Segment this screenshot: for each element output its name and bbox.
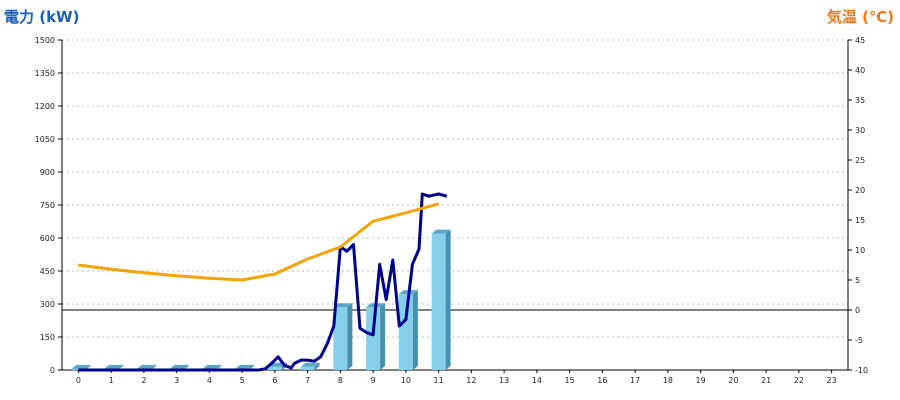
bar xyxy=(431,233,446,370)
x-tick-label: 10 xyxy=(401,376,411,385)
x-tick-label: 22 xyxy=(794,376,804,385)
left-tick-label: 1200 xyxy=(35,102,55,111)
bar-top-face xyxy=(202,364,222,369)
bar-top-face xyxy=(431,229,451,234)
bar xyxy=(398,294,413,370)
right-tick-label: -5 xyxy=(855,336,863,345)
bar-top-face xyxy=(71,364,91,369)
x-tick-label: 12 xyxy=(466,376,476,385)
x-tick-label: 23 xyxy=(827,376,837,385)
left-tick-label: 750 xyxy=(40,201,55,210)
x-tick-label: 15 xyxy=(565,376,575,385)
right-tick-label: 0 xyxy=(855,306,860,315)
x-tick-label: 13 xyxy=(499,376,509,385)
x-tick-label: 19 xyxy=(696,376,706,385)
right-tick-label: 45 xyxy=(855,36,865,45)
right-tick-label: -10 xyxy=(855,366,868,375)
right-tick-label: 35 xyxy=(855,96,865,105)
bar xyxy=(333,307,348,370)
power-line xyxy=(78,192,448,372)
bar-top-face xyxy=(104,364,124,369)
right-tick-label: 5 xyxy=(855,276,860,285)
bar xyxy=(366,307,381,370)
x-tick-label: 7 xyxy=(305,376,310,385)
bar-top-face xyxy=(136,364,156,369)
x-tick-label: 21 xyxy=(761,376,771,385)
left-tick-label: 1050 xyxy=(35,135,55,144)
x-tick-label: 18 xyxy=(663,376,673,385)
x-tick-label: 5 xyxy=(240,376,245,385)
right-tick-label: 25 xyxy=(855,156,865,165)
left-tick-label: 1500 xyxy=(35,36,55,45)
left-tick-label: 600 xyxy=(40,234,55,243)
bar-side-face xyxy=(380,303,386,370)
right-tick-label: 30 xyxy=(855,126,865,135)
right-tick-label: 15 xyxy=(855,216,865,225)
x-tick-label: 8 xyxy=(338,376,343,385)
left-tick-label: 150 xyxy=(40,333,55,342)
right-tick-label: 20 xyxy=(855,186,865,195)
x-tick-label: 2 xyxy=(141,376,146,385)
left-tick-label: 300 xyxy=(40,300,55,309)
bar-top-face xyxy=(300,362,320,367)
x-tick-label: 3 xyxy=(174,376,179,385)
x-tick-label: 6 xyxy=(272,376,277,385)
bar xyxy=(71,368,86,370)
x-tick-label: 9 xyxy=(371,376,376,385)
x-tick-label: 0 xyxy=(76,376,81,385)
right-tick-label: 10 xyxy=(855,246,865,255)
x-tick-label: 16 xyxy=(597,376,607,385)
left-tick-label: 1350 xyxy=(35,69,55,78)
bar xyxy=(300,366,315,370)
bar-side-face xyxy=(314,362,320,370)
right-axis-title: 気温 (℃) xyxy=(826,8,894,26)
x-tick-label: 1 xyxy=(109,376,114,385)
x-tick-label: 14 xyxy=(532,376,542,385)
left-tick-label: 450 xyxy=(40,267,55,276)
right-tick-label: 40 xyxy=(855,66,865,75)
bar-top-face xyxy=(235,364,255,369)
left-tick-label: 0 xyxy=(50,366,55,375)
bar-top-face xyxy=(333,303,353,308)
bar-side-face xyxy=(412,290,418,370)
bar-top-face xyxy=(169,364,189,369)
bar xyxy=(267,366,282,370)
temperature-line xyxy=(78,202,439,282)
x-tick-label: 11 xyxy=(434,376,444,385)
x-tick-label: 20 xyxy=(728,376,738,385)
x-tick-label: 4 xyxy=(207,376,212,385)
x-tick-label: 17 xyxy=(630,376,640,385)
bar-side-face xyxy=(445,229,451,370)
left-axis-title: 電力 (kW) xyxy=(4,8,80,26)
bar-side-face xyxy=(347,303,353,370)
left-tick-label: 900 xyxy=(40,168,55,177)
